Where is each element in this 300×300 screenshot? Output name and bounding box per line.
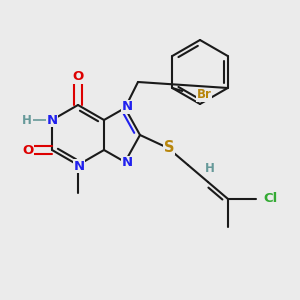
Text: H: H	[205, 161, 215, 175]
Text: N: N	[74, 160, 85, 172]
Text: H: H	[22, 113, 32, 127]
Text: O: O	[22, 143, 34, 157]
Text: Br: Br	[197, 88, 212, 101]
Text: N: N	[122, 100, 133, 113]
Text: N: N	[46, 113, 58, 127]
Text: S: S	[164, 140, 174, 154]
Text: O: O	[72, 70, 84, 83]
Text: Cl: Cl	[263, 191, 277, 205]
Text: N: N	[122, 157, 133, 169]
